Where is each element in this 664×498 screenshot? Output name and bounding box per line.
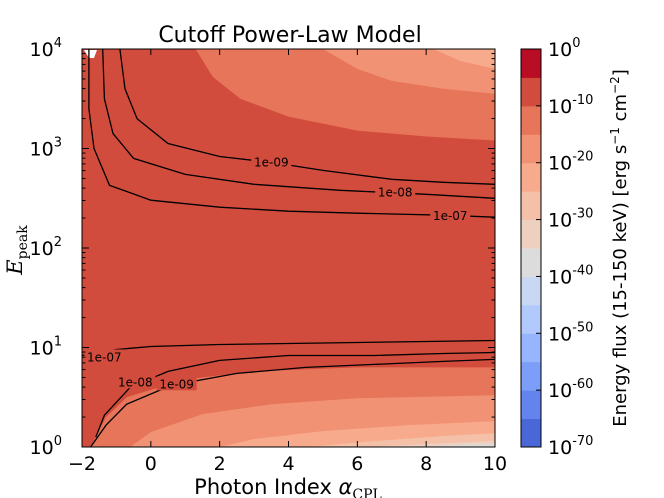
y-tick-label: 100 (30, 434, 62, 459)
colorbar-band (521, 219, 541, 249)
x-tick-label: 2 (214, 453, 226, 475)
y-tick-label: 102 (30, 235, 62, 260)
y-axis-ticks: 100 101 102 103 104 (30, 36, 495, 459)
x-axis-label: Photon Index αCPL (194, 475, 382, 498)
contour-label-1e-09: 1e-09 (159, 377, 194, 391)
colorbar-band (521, 276, 541, 306)
colorbar-tick-label: 10-60 (548, 377, 593, 402)
colorbar-tick-label: 10-40 (548, 263, 593, 288)
colorbar-tick-label: 10-70 (548, 434, 593, 459)
colorbar-band (521, 361, 541, 391)
contour-line-upper-1e-09 (119, 49, 495, 185)
colorbar-band (521, 191, 541, 221)
colorbar-ticks: 100 10-10 10-20 10-30 10-40 10-50 10-60 10-70 (536, 36, 593, 459)
y-axis-label: Epeak (3, 225, 31, 276)
colorbar (521, 49, 541, 448)
colorbar-band (521, 418, 541, 448)
colorbar-band (521, 77, 541, 107)
contour-label-background (156, 376, 197, 391)
contour-line-lower-1e-08 (95, 351, 495, 438)
x-tick-label: 4 (282, 453, 294, 475)
contour-label-background (84, 349, 125, 364)
contour-region-upper-2 (433, 49, 495, 69)
x-tick-label: 10 (483, 453, 507, 475)
colorbar-tick-label: 10-50 (548, 320, 593, 345)
colorbar-label: Energy flux (15-150 keV) [erg s−1 cm−2] (608, 69, 631, 427)
contour-label-1e-08: 1e-08 (378, 185, 413, 199)
colorbar-band (521, 333, 541, 363)
contour-regions (90, 49, 495, 447)
colorbar-band (521, 248, 541, 277)
colorbar-tick-label: 10-20 (548, 150, 593, 175)
y-tick-label: 101 (30, 335, 62, 360)
contour-region-lower-5 (419, 444, 495, 447)
colorbar-tick-label: 10-10 (548, 93, 593, 118)
colorbar-band (521, 49, 541, 78)
contour-label-1e-07: 1e-07 (433, 209, 468, 223)
colorbar-frame (520, 48, 542, 448)
colorbar-tick-label: 100 (548, 36, 580, 61)
contour-line-lower-1e-09 (90, 358, 495, 447)
x-axis-ticks: −2 0 2 4 6 8 10 (68, 49, 507, 475)
colorbar-band (521, 105, 541, 135)
contour-lines (82, 49, 495, 447)
contour-label-1e-07: 1e-07 (87, 350, 122, 364)
contour-region-upper-1 (322, 49, 495, 94)
contour-label-1e-08: 1e-08 (118, 375, 153, 389)
colorbar-tick-label: 10-30 (548, 207, 593, 232)
missing-data-patch (84, 50, 97, 58)
contour-line-lower-1e-07 (82, 339, 495, 357)
contour-line-upper-1e-07 (88, 49, 495, 218)
contour-label-background (251, 154, 292, 169)
colorbar-band (521, 162, 541, 192)
y-tick-label: 104 (30, 36, 62, 61)
colorbar-band (521, 134, 541, 164)
x-tick-label: 8 (420, 453, 432, 475)
chart-title: Cutoff Power-Law Model (158, 23, 421, 48)
x-tick-label: 6 (351, 453, 363, 475)
colorbar-band (521, 304, 541, 334)
contour-label-background (430, 208, 471, 223)
y-tick-label: 103 (30, 136, 62, 161)
colorbar-band (521, 390, 541, 420)
contour-label-background (115, 374, 156, 389)
x-tick-label: −2 (68, 453, 96, 475)
contour-label-1e-09: 1e-09 (254, 155, 289, 169)
contour-label-background (375, 184, 416, 199)
contour-labels: 1e-09 1e-08 1e-07 1e-07 1e-08 1e-09 (84, 154, 471, 391)
x-tick-label: 0 (145, 453, 157, 475)
